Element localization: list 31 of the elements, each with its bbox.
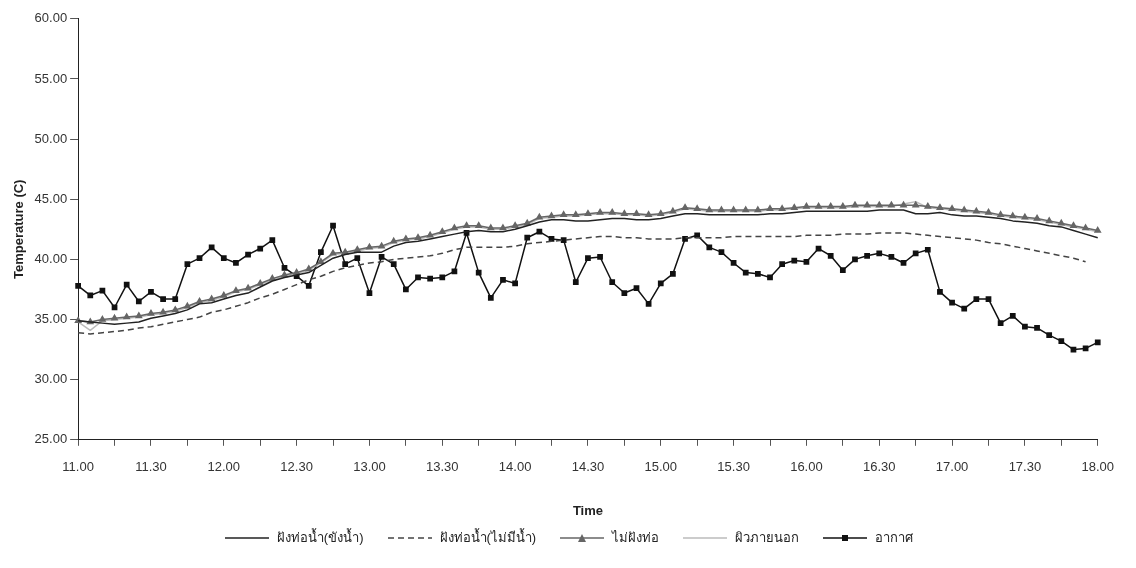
y-tick-label: 45.00 [34,190,68,206]
x-tick-label: 16.00 [790,459,823,475]
legend-label: ไม่ฝังท่อ [612,529,660,547]
x-tick-label: 14.00 [498,459,532,475]
legend-label: อากาศ [875,529,914,547]
x-tick-label: 13.30 [426,459,459,475]
y-tick-label: 30.00 [34,371,68,387]
y-tick-label: 60.00 [34,10,68,26]
y-tick-label: 55.00 [34,70,68,86]
x-tick-label: 14.30 [571,459,605,475]
x-tick-label: 17.30 [1008,459,1042,475]
x-tick-label: 12.30 [280,459,313,475]
y-tick-label: 35.00 [34,311,68,327]
y-tick-label: 40.00 [34,250,68,266]
x-tick-label: 12.00 [207,459,241,475]
legend-label: ผิวภายนอก [735,529,800,547]
x-tick-label: 13.00 [353,459,386,475]
x-tick-label: 16.30 [862,459,896,475]
x-tick-label: 15.00 [644,459,678,475]
legend-label: ฝังท่อน้ำ(ขังน้ำ) [276,527,364,547]
x-tick-label: 11.30 [135,459,167,475]
x-axis-title: Time [572,502,603,518]
y-tick-label: 50.00 [34,130,68,146]
legend-label: ฝังท่อน้ำ(ไม่มีน้ำ) [439,527,537,547]
y-tick-label: 25.00 [34,431,68,447]
x-tick-label: 18.00 [1081,459,1115,475]
x-tick-label: 15.30 [717,459,750,475]
y-axis-title: Temperature (C) [11,179,27,280]
line-series [77,232,1087,335]
x-tick-label: 17.00 [935,459,969,475]
x-tick-label: 11.00 [62,459,94,475]
